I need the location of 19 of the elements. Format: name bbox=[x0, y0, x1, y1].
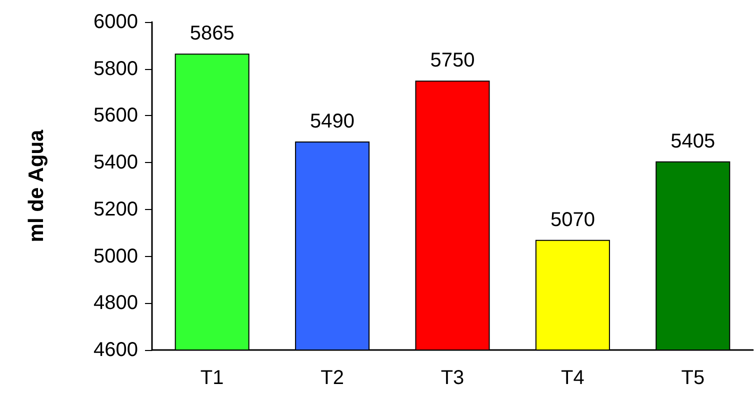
y-tick-label: 5600 bbox=[94, 104, 138, 127]
data-label: 5750 bbox=[430, 50, 475, 72]
y-tick-label: 4600 bbox=[94, 339, 138, 361]
x-tick-label: T1 bbox=[200, 367, 224, 389]
x-tick-label: T3 bbox=[440, 367, 464, 389]
data-label: 5490 bbox=[310, 110, 355, 132]
data-label: 5865 bbox=[190, 22, 234, 45]
x-tick-label: T2 bbox=[320, 367, 344, 389]
y-tick-label: 5400 bbox=[94, 152, 138, 174]
y-tick-label: 5200 bbox=[94, 198, 138, 220]
data-label: 5070 bbox=[550, 208, 595, 231]
y-tick-label: 4800 bbox=[94, 292, 138, 314]
data-label: 5405 bbox=[670, 130, 716, 152]
y-tick-label: 5000 bbox=[94, 245, 138, 268]
y-tick-label: 6000 bbox=[94, 11, 138, 33]
y-tick-label: 5800 bbox=[94, 58, 138, 80]
x-tick-label: T4 bbox=[561, 367, 584, 389]
x-tick-label: T5 bbox=[681, 367, 705, 389]
y-axis-title: ml de Agua bbox=[25, 129, 48, 242]
